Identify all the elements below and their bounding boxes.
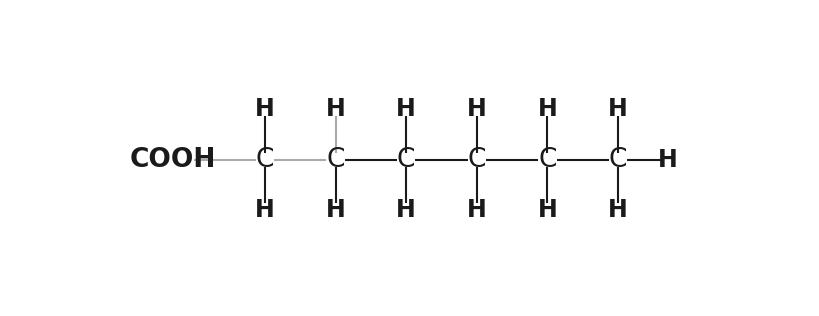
Text: C: C — [608, 147, 627, 173]
Text: H: H — [608, 198, 627, 222]
Text: H: H — [396, 198, 415, 222]
Text: H: H — [325, 97, 345, 121]
Text: H: H — [466, 198, 486, 222]
Text: H: H — [396, 97, 415, 121]
Text: H: H — [536, 198, 557, 222]
Text: C: C — [467, 147, 486, 173]
Text: H: H — [466, 97, 486, 121]
Text: H: H — [325, 198, 345, 222]
Text: H: H — [536, 97, 557, 121]
Text: C: C — [326, 147, 344, 173]
Text: C: C — [256, 147, 274, 173]
Text: H: H — [657, 148, 676, 172]
Text: C: C — [396, 147, 414, 173]
Text: COOH: COOH — [129, 147, 216, 173]
Text: H: H — [608, 97, 627, 121]
Text: H: H — [255, 198, 274, 222]
Text: H: H — [255, 97, 274, 121]
Text: C: C — [537, 147, 556, 173]
